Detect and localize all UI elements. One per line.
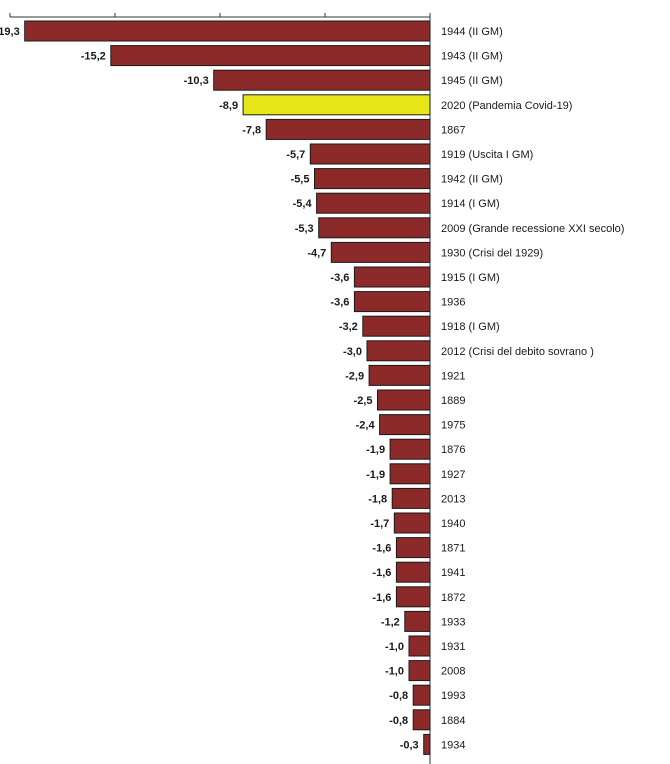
bar — [24, 20, 431, 42]
category-label: 1921 — [441, 370, 465, 382]
category-label: 1942 (II GM) — [441, 174, 503, 186]
value-label: -7,8 — [242, 124, 261, 136]
bar — [389, 438, 431, 460]
category-label: 1941 — [441, 567, 465, 579]
bar — [213, 69, 431, 91]
value-label: -3,0 — [343, 346, 362, 358]
category-label: 1943 (II GM) — [441, 51, 503, 63]
bar — [395, 586, 431, 608]
category-label: 1934 — [441, 739, 465, 751]
category-label: 1975 — [441, 420, 465, 432]
value-label: -1,6 — [372, 567, 391, 579]
value-label: -1,2 — [381, 616, 400, 628]
bar — [110, 45, 431, 67]
value-label: -5,7 — [286, 149, 305, 161]
value-label: -1,6 — [372, 592, 391, 604]
category-label: 1914 (I GM) — [441, 198, 500, 210]
category-label: 1993 — [441, 690, 465, 702]
value-label: -0,3 — [400, 739, 419, 751]
category-label: 1871 — [441, 543, 465, 555]
bar — [395, 537, 431, 559]
value-label: -0,8 — [389, 715, 408, 727]
bar — [408, 660, 431, 682]
category-label: 1945 (II GM) — [441, 75, 503, 87]
bar — [377, 389, 431, 411]
category-label: 2012 (Crisi del debito sovrano ) — [441, 346, 594, 358]
bar — [408, 635, 431, 657]
bars — [24, 20, 431, 755]
value-label: -3,2 — [339, 321, 358, 333]
bar — [368, 364, 431, 386]
value-label: -1,7 — [370, 518, 389, 530]
category-label: 1944 (II GM) — [441, 26, 503, 38]
category-label: 2008 — [441, 666, 465, 678]
bar — [389, 463, 431, 485]
category-label: 2020 (Pandemia Covid-19) — [441, 100, 572, 112]
value-label: -2,4 — [356, 420, 376, 432]
value-label: -1,8 — [368, 493, 387, 505]
value-label: -19,3 — [0, 26, 20, 38]
bar — [309, 143, 431, 165]
bar — [423, 733, 431, 755]
bar — [362, 315, 431, 337]
bar — [404, 610, 431, 632]
value-label: -1,0 — [385, 641, 404, 653]
value-label: -0,8 — [389, 690, 408, 702]
category-label: 2013 — [441, 493, 465, 505]
category-label: 1915 (I GM) — [441, 272, 500, 284]
value-label: -8,9 — [219, 100, 238, 112]
value-label: -2,9 — [345, 370, 364, 382]
value-label: -4,7 — [307, 247, 326, 259]
category-label: 2009 (Grande recessione XXI secolo) — [441, 223, 624, 235]
bar — [242, 94, 431, 116]
value-label: -5,5 — [291, 174, 310, 186]
bar — [353, 266, 431, 288]
value-label: -15,2 — [81, 51, 106, 63]
value-label: -1,6 — [372, 543, 391, 555]
value-label: -1,9 — [366, 444, 385, 456]
bar — [393, 512, 431, 534]
value-label: -3,6 — [330, 297, 349, 309]
category-labels: 1944 (II GM) 1943 (II GM) 1945 (II GM) 2020… — [441, 26, 624, 751]
category-label: 1927 — [441, 469, 465, 481]
category-label: 1918 (I GM) — [441, 321, 500, 333]
value-label: -5,3 — [295, 223, 314, 235]
bar — [330, 241, 431, 263]
bar — [412, 709, 431, 731]
category-label: 1936 — [441, 297, 465, 309]
category-label: 1931 — [441, 641, 465, 653]
value-labels: -19,3 -15,2 -10,3 -8,9 -7,8 -5,7 -5,5 -5,4 -5,3 -… — [0, 26, 419, 751]
value-label: -1,9 — [366, 469, 385, 481]
value-label: -1,0 — [385, 666, 404, 678]
bar — [412, 684, 431, 706]
category-label: 1919 (Uscita I GM) — [441, 149, 533, 161]
category-label: 1930 (Crisi del 1929) — [441, 247, 543, 259]
bar — [379, 414, 431, 436]
category-label: 1933 — [441, 616, 465, 628]
category-label: 1889 — [441, 395, 465, 407]
bar — [318, 217, 431, 239]
bar — [353, 291, 431, 313]
bar — [366, 340, 431, 362]
category-label: 1876 — [441, 444, 465, 456]
bar — [395, 561, 431, 583]
bar — [265, 118, 431, 140]
category-label: 1867 — [441, 124, 465, 136]
value-label: -3,6 — [330, 272, 349, 284]
value-label: -10,3 — [184, 75, 209, 87]
value-label: -2,5 — [354, 395, 373, 407]
category-label: 1884 — [441, 715, 465, 727]
bar — [314, 168, 431, 190]
bar — [316, 192, 431, 214]
category-label: 1940 — [441, 518, 465, 530]
bar — [391, 487, 431, 509]
category-label: 1872 — [441, 592, 465, 604]
value-label: -5,4 — [293, 198, 313, 210]
